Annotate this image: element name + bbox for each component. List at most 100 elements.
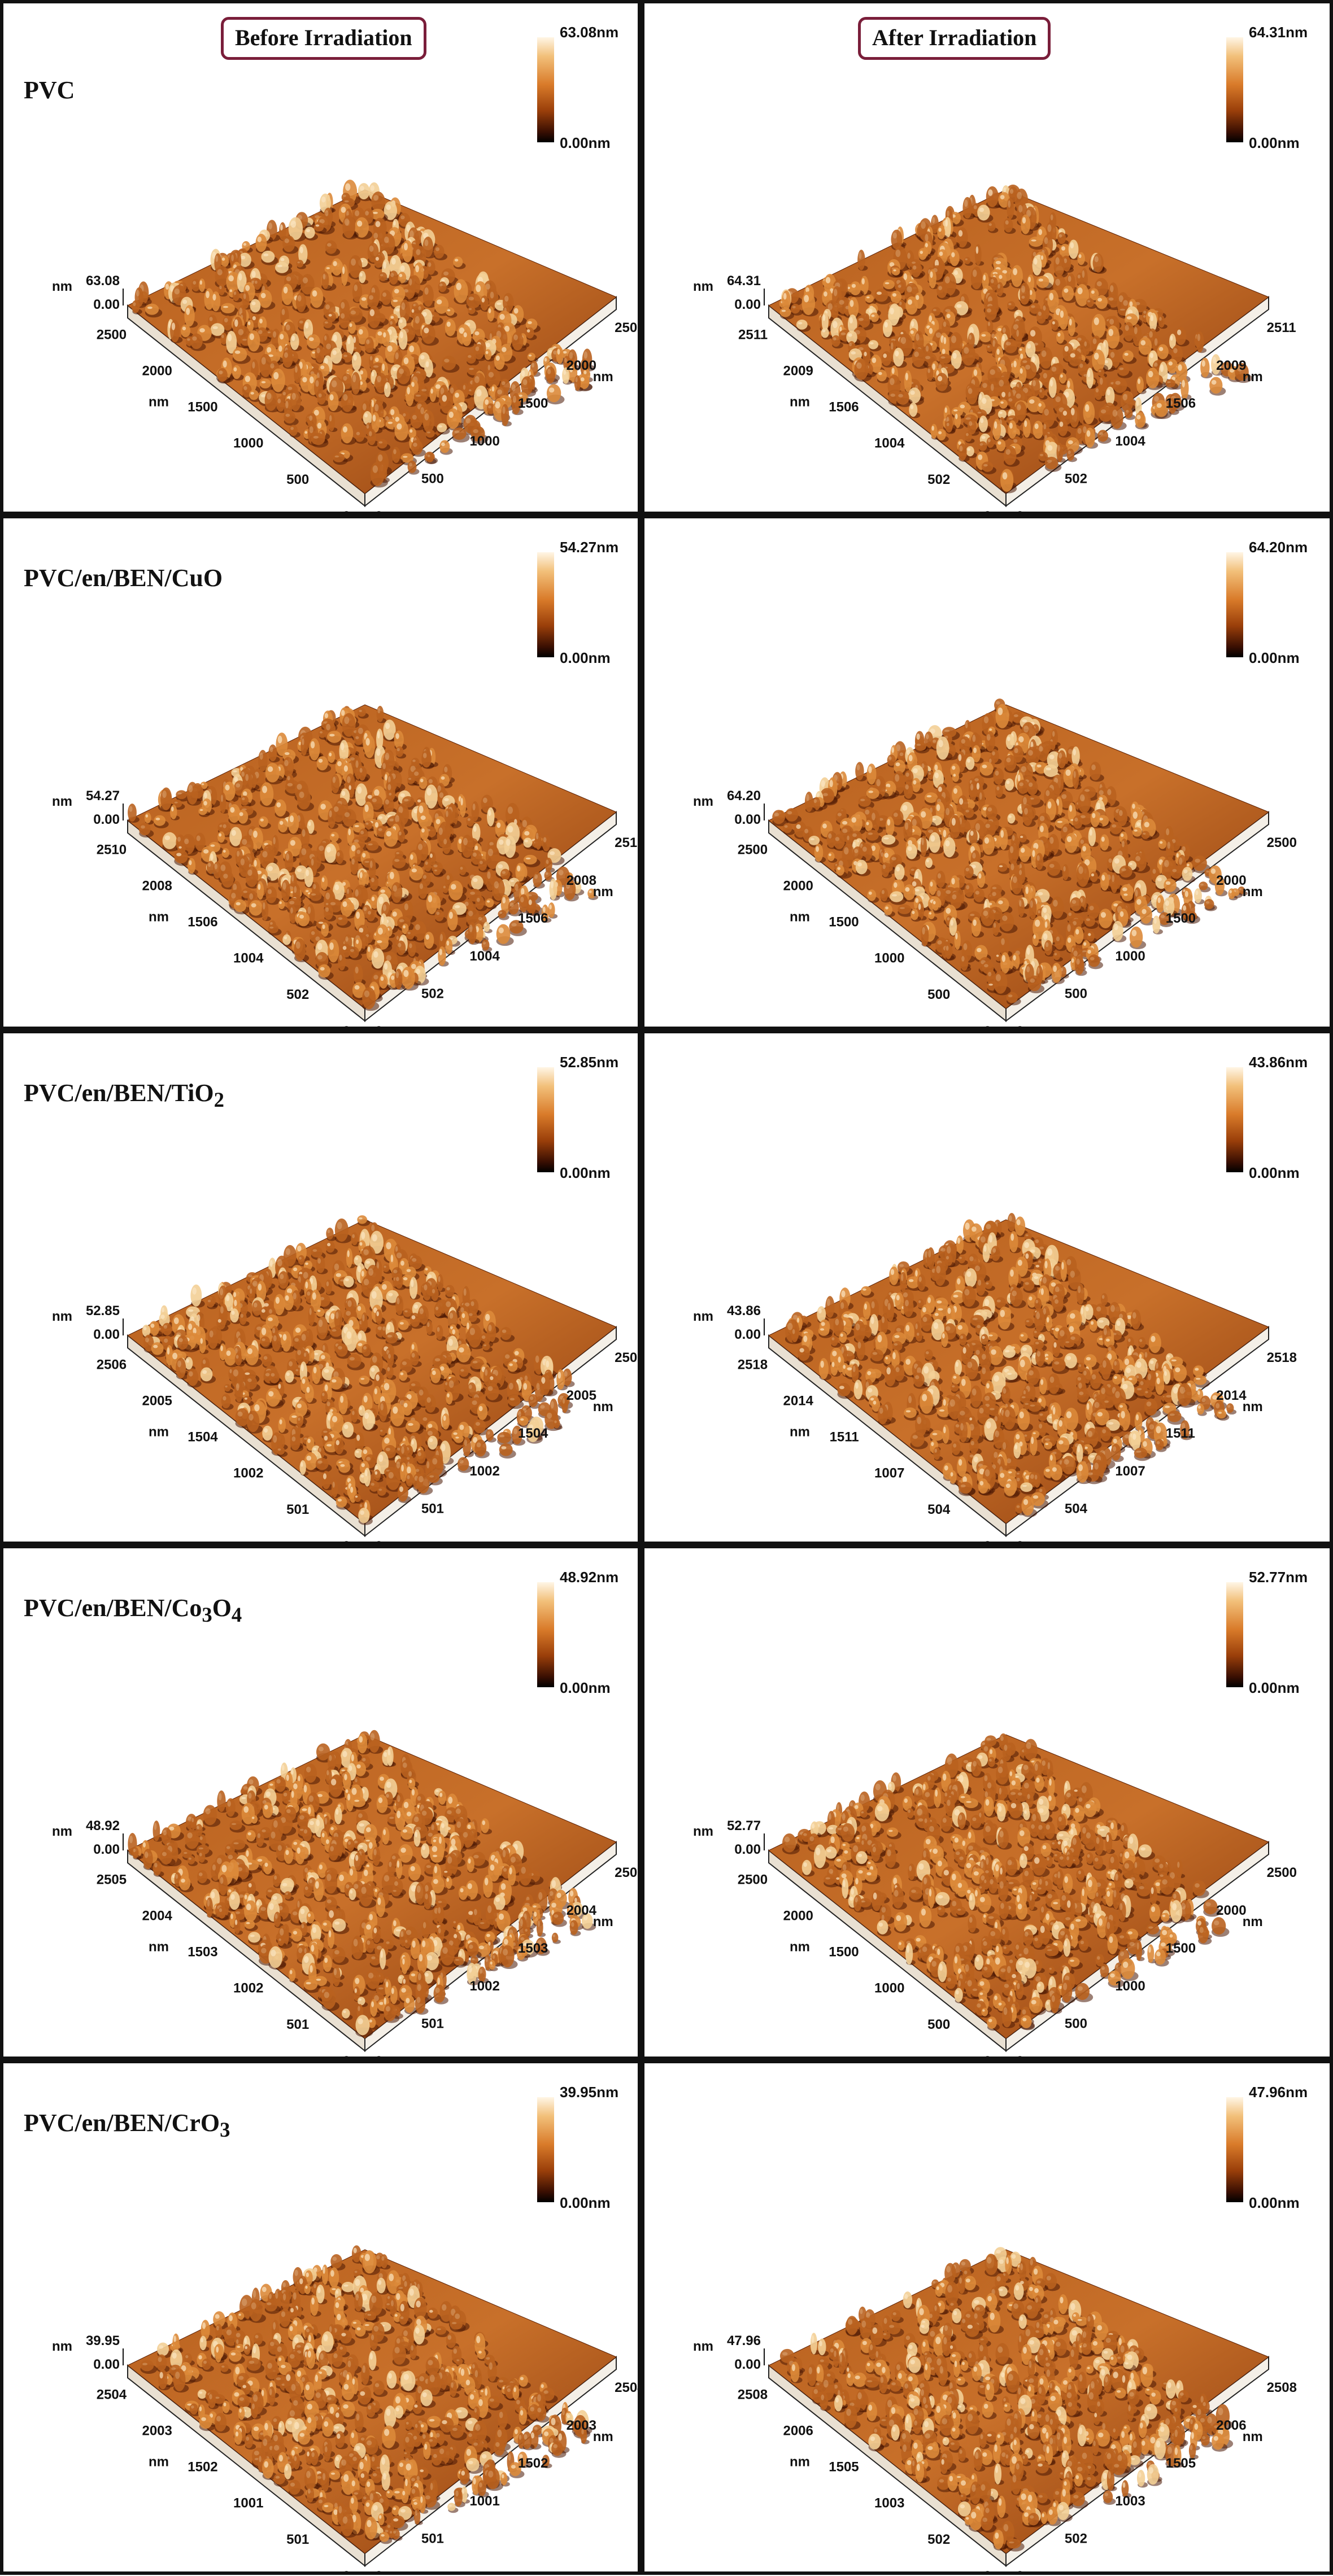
- height-colorbar: [537, 552, 554, 657]
- x-axis-tick: 1506: [829, 400, 859, 415]
- y-axis-tick: 1000: [1115, 949, 1145, 964]
- x-axis-unit: nm: [149, 2455, 169, 2470]
- z-axis-unit: nm: [693, 1824, 713, 1839]
- colorbar-min-label: 0.00nm: [1249, 134, 1300, 151]
- z-axis-unit: nm: [693, 1309, 713, 1324]
- y-axis-tick: 502: [1065, 2531, 1087, 2547]
- afm-panel-after-3: 43.86 0.00 nm 2518 2014 1511 1007 504 2518 2014 15…: [641, 1030, 1333, 1545]
- z-axis-top-label: 63.08: [86, 273, 120, 289]
- z-axis-bottom-label: 0.00: [93, 2357, 120, 2372]
- origin-zero-right: 0: [1016, 509, 1023, 515]
- afm-3d-surface: 52.77 0.00 nm 2500 2000 1500 1000 500 2500 2000 15…: [693, 1733, 1297, 2060]
- y-axis-tick: 1511: [1166, 1426, 1195, 1441]
- x-axis-unit: nm: [790, 1940, 810, 1955]
- z-axis-top-label: 54.27: [86, 788, 120, 804]
- z-axis-top-label: 64.31: [727, 273, 761, 289]
- x-axis-tick: 1001: [233, 2496, 263, 2511]
- y-axis-unit: nm: [1243, 1399, 1263, 1414]
- x-axis-tick: 502: [286, 987, 309, 1002]
- y-axis-tick: 2000: [567, 358, 596, 373]
- afm-3d-surface: 47.96 0.00 nm 2508 2006 1505 1003 502 2508 2006 15…: [693, 2247, 1297, 2571]
- x-axis-tick: 2518: [738, 1357, 768, 1373]
- y-axis-tick: 1001: [469, 2494, 499, 2509]
- x-axis-unit: nm: [790, 910, 810, 925]
- x-axis-tick: 2500: [738, 842, 768, 858]
- y-axis-unit: nm: [593, 2429, 613, 2444]
- y-axis-tick: 1000: [469, 434, 499, 449]
- colorbar-max-label: 52.77nm: [1249, 1569, 1308, 1586]
- x-axis-tick: 500: [286, 472, 309, 487]
- y-axis-tick: 2506: [615, 1350, 641, 1365]
- afm-panel-before-4: 48.92 0.00 nm 2505 2004 1503 1002 501 2505 2004 15…: [0, 1545, 641, 2060]
- y-axis-unit: nm: [1243, 369, 1263, 385]
- colorbar-min-label: 0.00nm: [1249, 2194, 1300, 2211]
- z-axis-bottom-label: 0.00: [93, 1327, 120, 1342]
- x-axis-tick: 1506: [188, 915, 217, 930]
- colorbar-min-label: 0.00nm: [1249, 1164, 1300, 1181]
- z-axis-unit: nm: [693, 2339, 713, 2354]
- after-irradiation-header: After Irradiation: [858, 17, 1051, 60]
- y-axis-tick: 502: [1065, 471, 1087, 487]
- x-axis-tick: 2000: [142, 364, 172, 379]
- origin-zero-right: 0: [1016, 1024, 1023, 1030]
- y-axis-tick: 2014: [1216, 1388, 1247, 1403]
- origin-zero-left: 0: [343, 1539, 350, 1545]
- colorbar-min-label: 0.00nm: [560, 649, 611, 666]
- x-axis-tick: 2500: [97, 328, 127, 343]
- sample-label: PVC/en/BEN/CuO: [24, 564, 223, 592]
- sample-label: PVC/en/BEN/CrO3: [24, 2109, 230, 2141]
- y-axis-tick: 1000: [1115, 1979, 1145, 1994]
- z-axis-bottom-label: 0.00: [734, 1842, 761, 1857]
- origin-zero-left: 0: [984, 1539, 991, 1545]
- z-axis-bottom-label: 0.00: [734, 2357, 761, 2372]
- colorbar-min-label: 0.00nm: [560, 1679, 611, 1696]
- afm-panel-after-4: 52.77 0.00 nm 2500 2000 1500 1000 500 2500 2000 15…: [641, 1545, 1333, 2060]
- origin-zero-left: 0: [984, 1024, 991, 1030]
- y-axis-tick: 1500: [1166, 911, 1196, 926]
- height-colorbar: [1226, 37, 1243, 142]
- y-axis-tick: 1007: [1115, 1464, 1145, 1479]
- x-axis-tick: 2003: [142, 2424, 172, 2439]
- y-axis-tick: 2006: [1216, 2418, 1246, 2433]
- x-axis-tick: 1003: [874, 2496, 904, 2511]
- x-axis-tick: 500: [927, 2017, 950, 2032]
- z-axis-bottom-label: 0.00: [734, 297, 761, 312]
- origin-zero-right: 0: [1016, 1539, 1023, 1545]
- x-axis-unit: nm: [790, 2455, 810, 2470]
- colorbar-max-label: 47.96nm: [1249, 2084, 1308, 2101]
- y-axis-tick: 1500: [518, 396, 548, 411]
- origin-zero-right: 0: [1016, 2054, 1023, 2060]
- x-axis-tick: 1000: [233, 436, 263, 451]
- x-axis-tick: 2000: [783, 879, 813, 894]
- x-axis-unit: nm: [790, 1425, 810, 1440]
- y-axis-tick: 1002: [469, 1979, 499, 1994]
- height-colorbar: [537, 2097, 554, 2202]
- colorbar-min-label: 0.00nm: [560, 134, 611, 151]
- x-axis-tick: 2004: [142, 1909, 172, 1924]
- y-axis-tick: 500: [421, 471, 444, 487]
- y-axis-tick: 2009: [1216, 358, 1246, 373]
- y-axis-tick: 2000: [1216, 873, 1246, 888]
- z-axis-bottom-label: 0.00: [734, 1327, 761, 1342]
- y-axis-tick: 2005: [567, 1388, 596, 1403]
- afm-3d-surface: 63.08 0.00 nm 2500 2000 1500 1000 500 2500 2000 15…: [52, 180, 638, 512]
- x-axis-tick: 2508: [738, 2387, 768, 2403]
- x-axis-unit: nm: [149, 1940, 169, 1955]
- origin-zero-right: 0: [375, 2054, 382, 2060]
- z-axis-top-label: 39.95: [86, 2333, 120, 2348]
- x-axis-tick: 1004: [874, 436, 905, 451]
- y-axis-unit: nm: [593, 884, 613, 900]
- origin-zero-left: 0: [343, 1024, 350, 1030]
- afm-3d-surface: 64.20 0.00 nm 2500 2000 1500 1000 500 2500 2000 15…: [693, 698, 1297, 1030]
- z-axis-unit: nm: [693, 794, 713, 809]
- x-axis-tick: 2005: [142, 1394, 172, 1409]
- afm-panel-after-5: 47.96 0.00 nm 2508 2006 1505 1003 502 2508 2006 15…: [641, 2060, 1333, 2575]
- y-axis-unit: nm: [1243, 884, 1263, 900]
- x-axis-tick: 502: [927, 2532, 950, 2547]
- y-axis-unit: nm: [593, 1914, 613, 1929]
- afm-3d-surface: 54.27 0.00 nm 2510 2008 1506 1004 502 2510 2008 15…: [52, 704, 638, 1030]
- sample-label: PVC/en/BEN/TiO2: [24, 1079, 224, 1111]
- y-axis-tick: 2500: [1267, 1865, 1297, 1880]
- colorbar-min-label: 0.00nm: [560, 1164, 611, 1181]
